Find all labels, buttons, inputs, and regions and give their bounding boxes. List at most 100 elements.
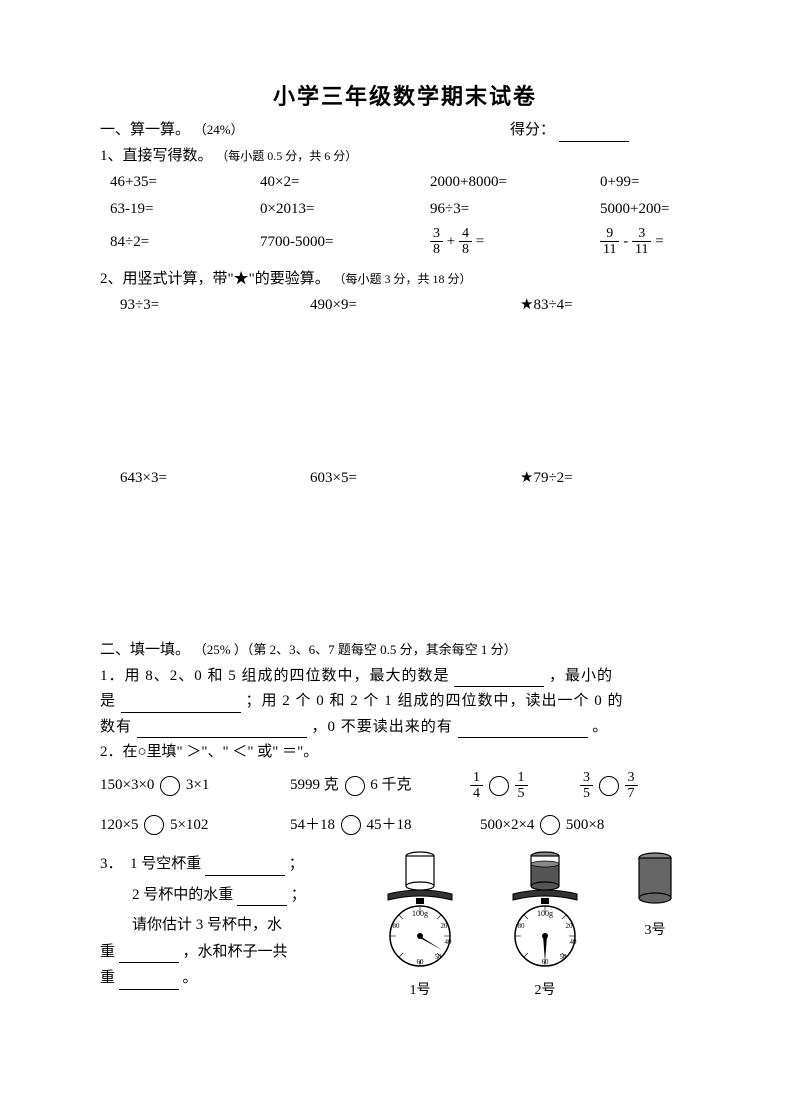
fill-blank[interactable] — [454, 672, 544, 687]
expr: 84÷2= — [110, 231, 260, 254]
s1q2-row1: 93÷3= 490×9= ★83÷4= — [100, 294, 710, 317]
cmp: 5999 克 6 千克 — [290, 774, 470, 797]
expr: 63-19= — [110, 198, 260, 221]
section1-header: 一、算一算。 （24%） 得分： — [100, 119, 710, 142]
exam-page: 小学三年级数学期末试卷 一、算一算。 （24%） 得分： 1、直接写得数。 （每… — [0, 0, 800, 1109]
cup3-svg — [630, 850, 680, 910]
expr: 0+99= — [600, 171, 639, 194]
expr: 2000+8000= — [430, 171, 600, 194]
text: ，0 不要读出来的有 — [312, 719, 453, 735]
section2-heading: 二、填一填。 — [100, 641, 190, 658]
expr: 46+35= — [110, 171, 260, 194]
frac-den: 11 — [632, 242, 651, 257]
expr: 0×2013= — [260, 198, 430, 221]
text: 120×5 — [100, 817, 138, 833]
expr: 7700-5000= — [260, 231, 430, 254]
text: 5999 克 — [290, 777, 343, 793]
expr: ★79÷2= — [520, 467, 573, 490]
text: 请你估计 3 号杯中，水 — [132, 917, 282, 933]
compare-circle[interactable] — [540, 815, 560, 835]
text: 。 — [183, 970, 198, 986]
s1q1-row3: 84÷2= 7700-5000= 38 + 48 = 911 - 311 = — [100, 226, 710, 258]
score-blank[interactable] — [559, 127, 629, 142]
fill-blank[interactable] — [119, 975, 179, 990]
frac-num: 3 — [632, 226, 651, 242]
fill-blank[interactable] — [458, 723, 588, 738]
cup2-label: 2号 — [495, 980, 595, 1001]
fill-blank[interactable] — [121, 698, 241, 713]
cmp: 150×3×0 3×1 — [100, 774, 290, 797]
section1-pct: （24%） — [194, 122, 244, 137]
s1q2-label-line: 2、用竖式计算，带"★"的要验算。 （每小题 3 分，共 18 分） — [100, 268, 710, 291]
text: 500×2×4 — [480, 817, 534, 833]
svg-text:80: 80 — [393, 922, 401, 930]
svg-text:80: 80 — [518, 922, 526, 930]
text: ，最小的 — [549, 668, 613, 684]
expr-frac: 38 + 48 = — [430, 226, 600, 258]
compare-circle[interactable] — [489, 776, 509, 796]
cmp: 500×2×4 500×8 — [480, 814, 604, 837]
expr: ★83÷4= — [520, 294, 573, 317]
text: 3×1 — [186, 777, 209, 793]
s2q3: 3． 1 号空杯重 ； 2 号杯中的水重 ； 请你估计 3 号杯中，水 重 ，水… — [100, 850, 710, 993]
scale-2: 100g 20 40 50 60 80 — [495, 850, 595, 1001]
text: 45＋18 — [367, 817, 412, 833]
cmp: 54＋18 45＋18 — [290, 814, 480, 837]
compare-circle[interactable] — [160, 776, 180, 796]
expr: 93÷3= — [120, 294, 310, 317]
fill-blank[interactable] — [237, 891, 287, 906]
frac-num: 9 — [600, 226, 619, 242]
text: ； — [291, 887, 306, 903]
frac-den: 8 — [459, 242, 472, 257]
s2q3-diagrams: 100g 20 40 50 60 80 — [360, 850, 710, 993]
svg-text:20: 20 — [441, 922, 449, 930]
frac-den: 11 — [600, 242, 619, 257]
section2-pct: （25% ）（第 2、3、6、7 题每空 0.5 分，其余每空 1 分） — [194, 642, 517, 657]
op: + — [447, 233, 459, 249]
svg-text:20: 20 — [566, 922, 574, 930]
text: 6 千克 — [370, 777, 411, 793]
expr: 603×5= — [310, 467, 520, 490]
s2q3-text: 3． 1 号空杯重 ； 2 号杯中的水重 ； 请你估计 3 号杯中，水 重 ，水… — [100, 850, 360, 993]
svg-text:40: 40 — [570, 938, 578, 946]
frac-num: 4 — [459, 226, 472, 242]
text: 数有 — [100, 719, 132, 735]
s2q2-label: 2．在○里填" ＞"、" ＜" 或" ＝"。 — [100, 741, 710, 764]
eq: = — [655, 233, 663, 249]
expr: 490×9= — [310, 294, 520, 317]
score-label: 得分： — [510, 122, 555, 138]
compare-circle[interactable] — [341, 815, 361, 835]
s1q1-label: 1、直接写得数。 — [100, 148, 213, 164]
s2q1-line3: 数有 ，0 不要读出来的有 。 — [100, 716, 710, 739]
s1q1-note: （每小题 0.5 分，共 6 分） — [216, 149, 357, 163]
expr: 643×3= — [120, 467, 310, 490]
eq: = — [476, 233, 484, 249]
s1q2-row2: 643×3= 603×5= ★79÷2= — [100, 467, 710, 490]
text: 3． 1 号空杯重 — [100, 856, 201, 872]
cmp: 120×5 5×102 — [100, 814, 290, 837]
frac-num: 1 — [470, 770, 483, 786]
text: 重 — [100, 944, 115, 960]
frac-den: 4 — [470, 786, 483, 801]
compare-circle[interactable] — [345, 776, 365, 796]
fill-blank[interactable] — [137, 723, 307, 738]
s2q2-row2: 120×5 5×102 54＋18 45＋18 500×2×4 500×8 — [100, 814, 710, 837]
s2q2-row1: 150×3×0 3×1 5999 克 6 千克 14 15 35 37 — [100, 770, 710, 802]
text: ；用 2 个 0 和 2 个 1 组成的四位数中，读出一个 0 的 — [246, 693, 624, 709]
frac-den: 5 — [580, 786, 593, 801]
s1q1-label-line: 1、直接写得数。 （每小题 0.5 分，共 6 分） — [100, 145, 710, 168]
s1q1-row2: 63-19= 0×2013= 96÷3= 5000+200= — [100, 198, 710, 221]
cmp-frac: 35 37 — [580, 770, 638, 802]
frac-num: 3 — [430, 226, 443, 242]
compare-circle[interactable] — [144, 815, 164, 835]
cup-3: 3号 — [630, 850, 680, 941]
cmp-frac: 14 15 — [470, 770, 580, 802]
fill-blank[interactable] — [119, 948, 179, 963]
compare-circle[interactable] — [599, 776, 619, 796]
text: ； — [289, 856, 304, 872]
fill-blank[interactable] — [205, 861, 285, 876]
s2q1-line2: 是 ；用 2 个 0 和 2 个 1 组成的四位数中，读出一个 0 的 — [100, 690, 710, 713]
frac-den: 7 — [625, 786, 638, 801]
frac-num: 3 — [580, 770, 593, 786]
text: 54＋18 — [290, 817, 335, 833]
